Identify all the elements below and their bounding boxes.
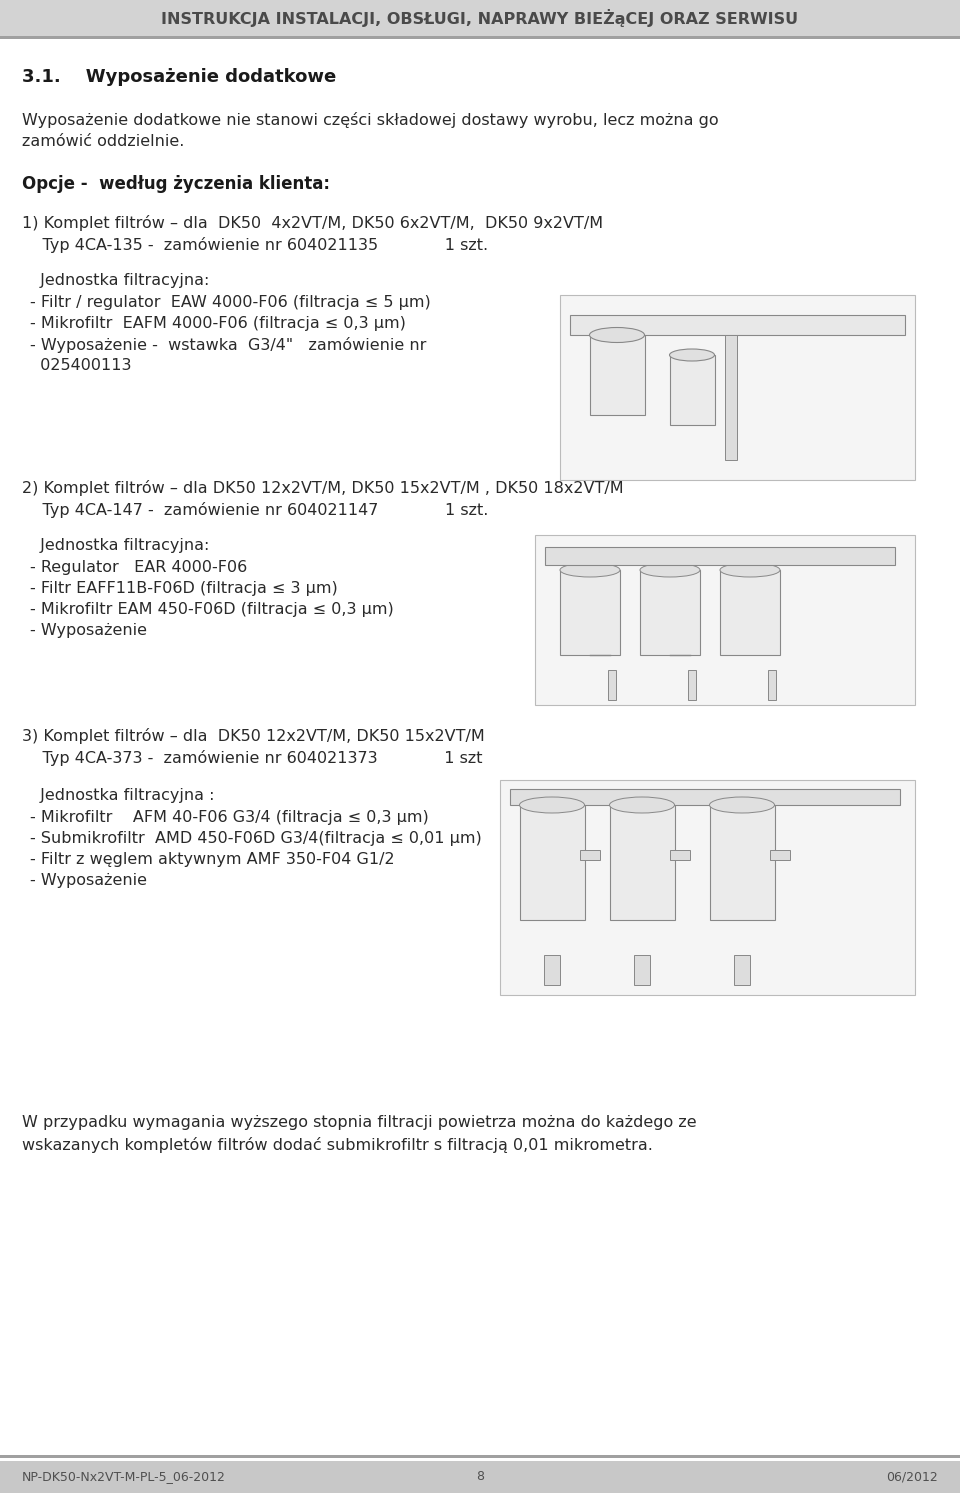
Text: 3.1.    Wyposażenie dodatkowe: 3.1. Wyposażenie dodatkowe: [22, 69, 336, 87]
Text: Jednostka filtracyjna :: Jednostka filtracyjna :: [30, 788, 214, 803]
Ellipse shape: [610, 797, 675, 814]
Bar: [725, 334, 737, 460]
Bar: [0, 1456, 960, 1459]
Bar: [560, 570, 620, 655]
Bar: [634, 956, 650, 985]
Text: wskazanych kompletów filtrów dodać submikrofiltr s filtracją 0,01 mikrometra.: wskazanych kompletów filtrów dodać submi…: [22, 1138, 653, 1153]
Text: 8: 8: [476, 1471, 484, 1484]
Bar: [710, 805, 775, 920]
Text: Wyposażenie dodatkowe nie stanowi części składowej dostawy wyrobu, lecz można go: Wyposażenie dodatkowe nie stanowi części…: [22, 112, 719, 128]
Text: zamówić oddzielnie.: zamówić oddzielnie.: [22, 134, 184, 149]
Ellipse shape: [709, 797, 775, 814]
Bar: [500, 779, 915, 994]
Bar: [640, 570, 700, 655]
Text: Opcje -  według życzenia klienta:: Opcje - według życzenia klienta:: [22, 175, 330, 193]
Bar: [535, 534, 915, 705]
Bar: [545, 546, 895, 564]
Text: 2) Komplet filtrów – dla DK50 12x2VT/M, DK50 15x2VT/M , DK50 18x2VT/M: 2) Komplet filtrów – dla DK50 12x2VT/M, …: [22, 481, 624, 496]
Bar: [580, 850, 600, 860]
Ellipse shape: [720, 563, 780, 576]
Text: W przypadku wymagania wyższego stopnia filtracji powietrza można do każdego ze: W przypadku wymagania wyższego stopnia f…: [22, 1115, 697, 1130]
Text: - Filtr EAFF11B-F06D (filtracja ≤ 3 μm): - Filtr EAFF11B-F06D (filtracja ≤ 3 μm): [30, 581, 338, 596]
Bar: [670, 355, 715, 426]
Bar: [0, 36, 960, 39]
Bar: [590, 334, 645, 415]
Text: INSTRUKCJA INSTALACJI, OBSŁUGI, NAPRAWY BIEŻąCEJ ORAZ SERWISU: INSTRUKCJA INSTALACJI, OBSŁUGI, NAPRAWY …: [161, 9, 799, 27]
Text: - Filtr / regulator  EAW 4000-F06 (filtracja ≤ 5 μm): - Filtr / regulator EAW 4000-F06 (filtra…: [30, 296, 431, 311]
Text: 025400113: 025400113: [30, 358, 132, 373]
Text: Typ 4CA-373 -  zamówienie nr 604021373             1 szt: Typ 4CA-373 - zamówienie nr 604021373 1 …: [22, 749, 483, 766]
Bar: [0, 1462, 960, 1493]
Text: 3) Komplet filtrów – dla  DK50 12x2VT/M, DK50 15x2VT/M: 3) Komplet filtrów – dla DK50 12x2VT/M, …: [22, 729, 485, 744]
Ellipse shape: [519, 797, 585, 814]
Text: - Wyposażenie: - Wyposażenie: [30, 623, 147, 638]
Text: - Mikrofiltr EAM 450-F06D (filtracja ≤ 0,3 μm): - Mikrofiltr EAM 450-F06D (filtracja ≤ 0…: [30, 602, 394, 617]
Text: - Mikrofiltr  EAFM 4000-F06 (filtracja ≤ 0,3 μm): - Mikrofiltr EAFM 4000-F06 (filtracja ≤ …: [30, 317, 406, 331]
Ellipse shape: [640, 563, 700, 576]
Bar: [670, 850, 690, 860]
Text: - Filtr z węglem aktywnym AMF 350-F04 G1/2: - Filtr z węglem aktywnym AMF 350-F04 G1…: [30, 853, 395, 867]
Text: Typ 4CA-135 -  zamówienie nr 604021135             1 szt.: Typ 4CA-135 - zamówienie nr 604021135 1 …: [22, 237, 488, 252]
Text: Typ 4CA-147 -  zamówienie nr 604021147             1 szt.: Typ 4CA-147 - zamówienie nr 604021147 1 …: [22, 502, 489, 518]
Text: - Regulator   EAR 4000-F06: - Regulator EAR 4000-F06: [30, 560, 248, 575]
Bar: [0, 0, 960, 36]
Ellipse shape: [669, 349, 714, 361]
Bar: [734, 956, 750, 985]
Text: 06/2012: 06/2012: [886, 1471, 938, 1484]
Bar: [610, 805, 675, 920]
Bar: [544, 956, 560, 985]
Text: - Wyposażenie -  wstawka  G3/4"   zamówienie nr: - Wyposażenie - wstawka G3/4" zamówienie…: [30, 337, 426, 352]
Text: 1) Komplet filtrów – dla  DK50  4x2VT/M, DK50 6x2VT/M,  DK50 9x2VT/M: 1) Komplet filtrów – dla DK50 4x2VT/M, D…: [22, 215, 603, 231]
Bar: [720, 570, 780, 655]
Text: NP-DK50-Nx2VT-M-PL-5_06-2012: NP-DK50-Nx2VT-M-PL-5_06-2012: [22, 1471, 226, 1484]
Text: - Wyposażenie: - Wyposażenie: [30, 873, 147, 888]
Bar: [688, 670, 696, 700]
Text: Jednostka filtracyjna:: Jednostka filtracyjna:: [30, 537, 209, 552]
Bar: [770, 850, 790, 860]
Bar: [570, 315, 905, 334]
Text: Jednostka filtracyjna:: Jednostka filtracyjna:: [30, 273, 209, 288]
Bar: [510, 788, 900, 805]
Text: - Mikrofiltr    AFM 40-F06 G3/4 (filtracja ≤ 0,3 μm): - Mikrofiltr AFM 40-F06 G3/4 (filtracja …: [30, 811, 429, 826]
Bar: [768, 670, 776, 700]
Ellipse shape: [589, 327, 644, 342]
Bar: [608, 670, 616, 700]
Ellipse shape: [560, 563, 620, 576]
Bar: [520, 805, 585, 920]
Text: - Submikrofiltr  AMD 450-F06D G3/4(filtracja ≤ 0,01 μm): - Submikrofiltr AMD 450-F06D G3/4(filtra…: [30, 832, 482, 847]
Bar: [560, 296, 915, 481]
